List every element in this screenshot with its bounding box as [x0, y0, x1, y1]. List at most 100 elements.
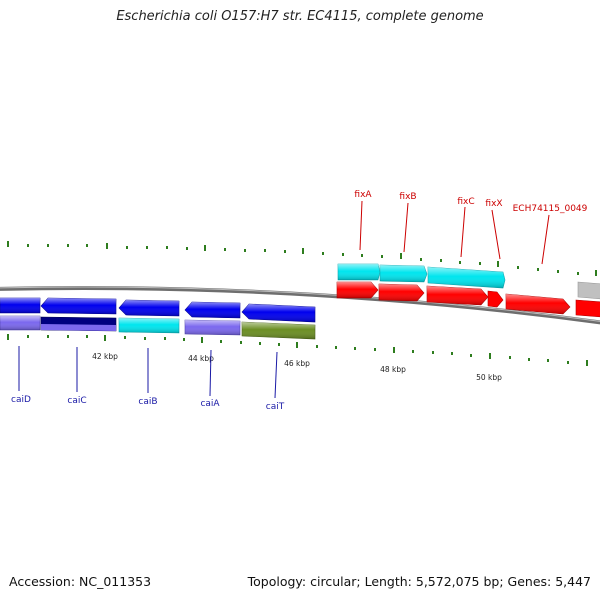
reverse-labels: caiD caiC caiB caiA caiT: [11, 395, 285, 412]
minor-tick: [547, 359, 549, 362]
major-tick: [106, 243, 108, 249]
major-tick: [302, 248, 304, 254]
minor-tick: [126, 246, 128, 249]
gene-fixX-arrow[interactable]: [487, 290, 504, 308]
major-tick: [7, 241, 9, 247]
genome-summary-text: Topology: circular; Length: 5,572,075 bp…: [247, 574, 591, 589]
minor-tick: [278, 343, 280, 346]
major-tick: [201, 337, 203, 343]
major-tick: [497, 261, 499, 267]
minor-tick: [354, 347, 356, 350]
minor-tick: [224, 248, 226, 251]
reverse-leaders: [18, 346, 278, 399]
gene-label-fixC: fixC: [457, 197, 474, 207]
minor-tick: [509, 356, 511, 359]
gene-ech74115-0049-upper[interactable]: [577, 281, 600, 300]
minor-tick: [440, 259, 442, 262]
minor-tick: [537, 268, 539, 271]
gene-shade: [428, 267, 505, 288]
minor-tick: [470, 354, 472, 357]
major-tick: [104, 335, 106, 341]
minor-tick: [27, 335, 29, 338]
gene-shade: [185, 320, 240, 335]
minor-tick: [146, 246, 148, 249]
minor-tick: [86, 244, 88, 247]
gene-label-caiB: caiB: [138, 397, 157, 407]
gene-caiC-lower-band: [41, 324, 116, 331]
scale-label-44: 44 kbp: [188, 354, 214, 363]
scale-label-48: 48 kbp: [380, 365, 406, 374]
forward-upper-genes: [337, 263, 600, 300]
minor-tick: [459, 261, 461, 264]
leader-caiA: [209, 349, 212, 397]
gene-label-caiA: caiA: [200, 399, 220, 409]
gene-label-caiC: caiC: [67, 396, 86, 406]
scale-label-50: 50 kbp: [476, 373, 502, 382]
minor-tick: [284, 250, 286, 253]
major-tick: [296, 342, 298, 348]
forward-labels: fixA fixB fixC fixX ECH74115_0049: [354, 190, 587, 214]
forward-leaders: [359, 200, 550, 265]
minor-tick: [451, 352, 453, 355]
minor-tick: [528, 358, 530, 361]
gene-label-fixA: fixA: [354, 190, 372, 200]
reverse-lower-genes: [0, 315, 316, 340]
gene-label-fixX: fixX: [485, 199, 502, 209]
minor-tick: [124, 336, 126, 339]
leader-fixB: [403, 202, 409, 253]
major-tick: [393, 347, 395, 353]
gene-shade: [338, 264, 380, 280]
gene-label-caiT: caiT: [266, 402, 285, 412]
accession-text: Accession: NC_011353: [9, 574, 152, 589]
minor-tick: [557, 270, 559, 273]
minor-tick: [412, 350, 414, 353]
gene-shade: [0, 298, 40, 313]
gene-label-fixB: fixB: [399, 192, 416, 202]
gene-next-red-arrow[interactable]: [575, 299, 600, 318]
minor-tick: [67, 335, 69, 338]
minor-tick: [183, 338, 185, 341]
minor-tick: [322, 252, 324, 255]
minor-tick: [342, 253, 344, 256]
gene-shade: [185, 302, 240, 318]
genome-title: Escherichia coli O157:H7 str. EC4115, co…: [116, 9, 484, 24]
minor-tick: [567, 361, 569, 364]
leader-fixC: [460, 206, 466, 258]
minor-tick: [259, 342, 261, 345]
gene-label-caiD: caiD: [11, 395, 31, 405]
major-tick: [7, 334, 9, 340]
major-tick: [204, 245, 206, 251]
minor-tick: [517, 266, 519, 269]
minor-tick: [240, 341, 242, 344]
upper-ticks: [7, 241, 597, 276]
genome-backbone-highlight: [0, 286, 600, 322]
lower-ticks: [7, 334, 588, 366]
minor-tick: [374, 348, 376, 351]
gene-shade: [242, 304, 315, 322]
genome-backbone: [0, 285, 600, 325]
minor-tick: [577, 272, 579, 275]
leader-ech74115-0049: [541, 214, 550, 265]
gene-shade: [41, 298, 116, 314]
gene-label-ech74115-0049: ECH74115_0049: [513, 204, 588, 214]
minor-tick: [361, 254, 363, 257]
minor-tick: [47, 335, 49, 338]
gene-shade: [242, 322, 315, 339]
gene-shade: [380, 265, 427, 282]
minor-tick: [335, 346, 337, 349]
major-tick: [400, 253, 402, 259]
minor-tick: [67, 244, 69, 247]
minor-tick: [164, 337, 166, 340]
minor-tick: [86, 335, 88, 338]
scale-label-46: 46 kbp: [284, 359, 310, 368]
minor-tick: [47, 244, 49, 247]
scale-labels: 42 kbp 44 kbp 46 kbp 48 kbp 50 kbp: [92, 352, 502, 382]
minor-tick: [479, 262, 481, 265]
minor-tick: [166, 246, 168, 249]
gene-shade: [506, 294, 570, 314]
forward-red-genes: [336, 281, 600, 318]
minor-tick: [316, 345, 318, 348]
gene-shade: [0, 316, 40, 330]
